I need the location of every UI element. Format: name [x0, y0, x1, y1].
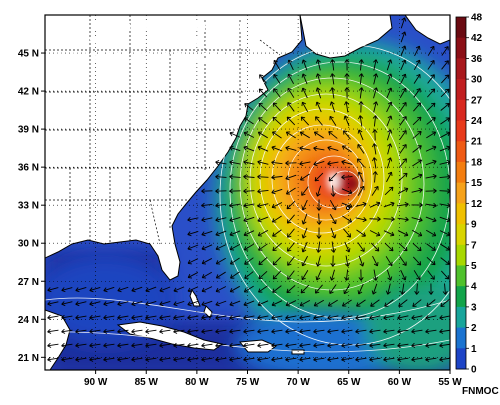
colorbar-label: 0 — [471, 365, 477, 376]
plot-area — [35, 15, 495, 380]
lat-tick-label: 39 N — [18, 125, 39, 136]
longitude-labels: 90 W 85 W 80 W 75 W 70 W 65 W 60 W 55 W — [84, 370, 462, 388]
colorbar-label: 7 — [471, 240, 477, 251]
lon-tick-label: 85 W — [135, 377, 159, 388]
lat-tick-label: 36 N — [18, 163, 39, 174]
lat-tick-label: 42 N — [18, 87, 39, 98]
lat-tick-label: 21 N — [18, 353, 39, 364]
colorbar-swatch — [456, 121, 466, 142]
colorbar-swatch — [456, 17, 466, 38]
colorbar-label: 15 — [471, 178, 483, 189]
colorbar-swatch — [456, 162, 466, 183]
colorbar-label: 21 — [471, 137, 483, 148]
colorbar-label: 27 — [471, 95, 483, 106]
title-line-1: Wave Height (ft) and Direction — [55, 18, 247, 33]
colorbar-label: 30 — [471, 75, 483, 86]
colorbar-swatch — [456, 307, 466, 328]
latitude-labels: 45 N 42 N 39 N 36 N 33 N 30 N 27 N 24 N 21 N — [18, 49, 45, 364]
lon-tick-label: 70 W — [286, 377, 310, 388]
lat-tick-label: 27 N — [18, 277, 39, 288]
colorbar-label: 9 — [471, 220, 477, 231]
colorbar-swatch — [456, 100, 466, 121]
colorbar-swatch — [456, 328, 466, 349]
colorbar-swatch — [456, 224, 466, 245]
colorbar-swatch — [456, 286, 466, 307]
credit-label: FNMOC — [462, 386, 499, 397]
lon-tick-label: 55 W — [438, 377, 462, 388]
lat-tick-label: 45 N — [18, 49, 39, 60]
colorbar-label: 24 — [471, 116, 483, 127]
lon-tick-label: 60 W — [388, 377, 412, 388]
lon-tick-label: 90 W — [84, 377, 108, 388]
colorbar-swatch — [456, 38, 466, 59]
colorbar-label: 12 — [471, 199, 483, 210]
colorbar-swatch — [456, 245, 466, 266]
colorbar-label: 1 — [471, 344, 477, 355]
lat-tick-label: 33 N — [18, 201, 39, 212]
colorbar-swatch — [456, 183, 466, 204]
lon-tick-label: 80 W — [185, 377, 209, 388]
colorbar-label: 5 — [471, 261, 477, 272]
title-line-3: Valid 0000 UTC 12 Sep 2006 — [55, 50, 233, 65]
lat-tick-label: 24 N — [18, 315, 39, 326]
colorbar-label: 42 — [471, 33, 483, 44]
colorbar-swatch — [456, 141, 466, 162]
colorbar-label: 3 — [471, 302, 477, 313]
colorbar-label: 2 — [471, 323, 477, 334]
colorbar-swatch — [456, 79, 466, 100]
colorbar-swatch — [456, 203, 466, 224]
colorbar-label: 18 — [471, 157, 483, 168]
colorbar-swatch — [456, 58, 466, 79]
lat-tick-label: 30 N — [18, 239, 39, 250]
title-line-2: Wavewatch III 24 hr Forecast — [55, 34, 240, 49]
lon-tick-label: 75 W — [236, 377, 260, 388]
title-block: Wave Height (ft) and Direction Wavewatch… — [55, 18, 247, 65]
colorbar-label: 36 — [471, 54, 483, 65]
colorbar-swatch — [456, 348, 466, 369]
colorbar-label: 4 — [471, 282, 477, 293]
colorbar-label: 48 — [471, 13, 483, 24]
lon-tick-label: 65 W — [337, 377, 361, 388]
colorbar-swatch — [456, 265, 466, 286]
